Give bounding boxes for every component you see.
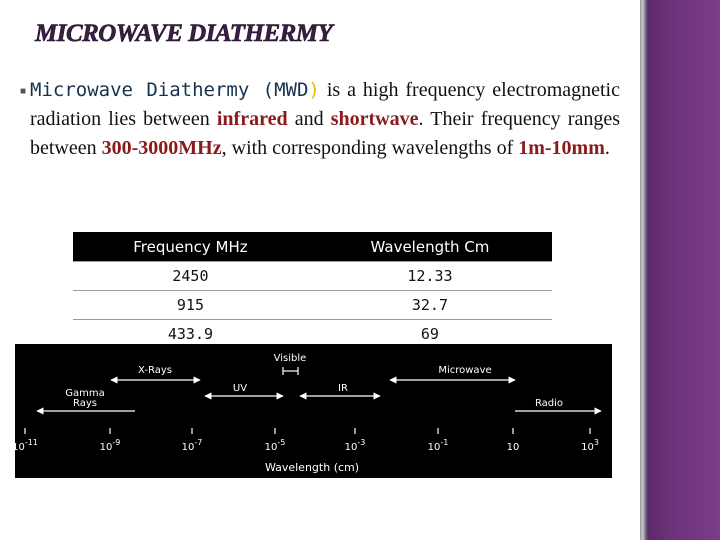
band-label: Gamma	[65, 388, 105, 399]
tick-base: 10	[265, 442, 278, 453]
band-label: UV	[233, 383, 247, 394]
band-label: Microwave	[438, 365, 491, 376]
tick-exponent: -9	[112, 438, 120, 447]
table-row: 2450 12.33	[73, 261, 552, 291]
tick-base: 10	[15, 442, 25, 453]
tick-label: 10-1	[428, 438, 449, 453]
highlight: infrared	[216, 108, 288, 130]
text: , with corresponding wavelengths of	[221, 137, 519, 159]
tick-exponent: 3	[594, 438, 599, 447]
table-row: 915 32.7	[73, 290, 552, 320]
table-row: 433.9 69	[73, 319, 552, 348]
band-label: IR	[338, 383, 348, 394]
band-label: X-Rays	[138, 365, 172, 376]
data-table: Frequency MHz Wavelength Cm 2450 12.33 915…	[73, 232, 552, 348]
tick-label: 10-9	[100, 438, 121, 453]
axis-label: Wavelength (cm)	[265, 461, 359, 474]
tick-exponent: -1	[440, 438, 448, 447]
highlight: 300-3000MHz	[101, 137, 222, 159]
text: .	[604, 137, 610, 159]
paragraph: Microwave Diathermy (MWD) is a high freq…	[30, 76, 620, 163]
tick-exponent: -11	[25, 438, 38, 447]
header-cell: Wavelength Cm	[307, 232, 552, 262]
paren: )	[308, 79, 320, 101]
tick-label: 10-7	[182, 438, 203, 453]
tick-base: 10	[507, 442, 520, 453]
highlight: 1m-10mm	[518, 137, 605, 159]
table-cell: 69	[307, 319, 552, 348]
tick-exponent: -3	[357, 438, 365, 447]
bullet: ■	[20, 86, 27, 97]
tick-exponent: -5	[277, 438, 285, 447]
tick-base: 10	[428, 442, 441, 453]
tick-label: 10	[507, 442, 520, 453]
table-cell: 32.7	[307, 290, 552, 320]
band-label: Rays	[73, 398, 97, 409]
tick-base: 10	[581, 442, 594, 453]
header-row: Frequency MHz Wavelength Cm	[73, 232, 552, 262]
tick-base: 10	[182, 442, 195, 453]
text: and	[287, 108, 331, 130]
tick-label: 10-11	[15, 438, 38, 453]
spectrum-figure: Visible X-Rays Microwave UV IR Gamma Ray…	[15, 344, 612, 478]
side-decoration	[640, 0, 720, 540]
text: is a high frequency electromagnetic radi…	[30, 79, 620, 130]
tick-label: 10-5	[265, 438, 286, 453]
table-cell: 2450	[73, 261, 308, 291]
term: Microwave Diathermy (MWD	[30, 79, 309, 101]
table-cell: 433.9	[73, 319, 308, 348]
highlight: shortwave	[330, 108, 419, 130]
tick-label: 103	[581, 438, 599, 453]
header-cell: Frequency MHz	[73, 232, 308, 262]
tick-label: 10-3	[345, 438, 366, 453]
band-label: Radio	[535, 398, 563, 409]
tick-exponent: -7	[194, 438, 202, 447]
text: . Their frequency ranges between	[30, 108, 620, 159]
slide-title: MICROWAVE DIATHERMY	[35, 20, 333, 48]
table-cell: 12.33	[307, 261, 552, 291]
tick-base: 10	[100, 442, 113, 453]
tick-base: 10	[345, 442, 358, 453]
band-label: Visible	[274, 353, 307, 364]
table-cell: 915	[73, 290, 308, 320]
